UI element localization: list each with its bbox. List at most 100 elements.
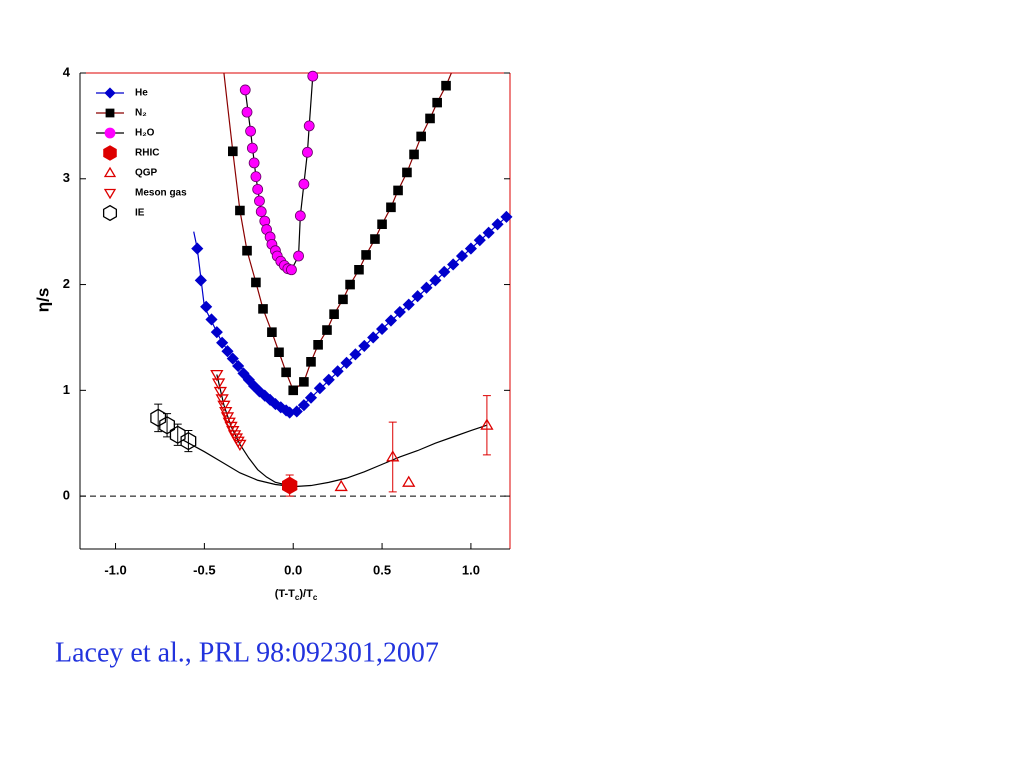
marker (349, 348, 362, 361)
marker (358, 339, 371, 352)
marker (438, 265, 451, 278)
legend-label: H₂O (135, 128, 155, 139)
marker (194, 274, 207, 287)
marker (254, 195, 265, 207)
marker (411, 290, 424, 303)
marker (429, 274, 442, 287)
legend-marker (105, 108, 115, 118)
marker (237, 367, 250, 380)
marker (215, 394, 229, 406)
marker (252, 184, 264, 195)
marker (329, 309, 339, 319)
marker (376, 322, 389, 336)
marker (306, 356, 316, 367)
marker (322, 325, 332, 335)
marker (242, 373, 255, 386)
curve (193, 216, 507, 415)
marker (441, 80, 451, 91)
legend-label: He (135, 88, 148, 99)
marker (274, 401, 287, 414)
marker (213, 386, 228, 399)
marker (250, 171, 262, 182)
x-tick-label: 0.5 (373, 562, 391, 577)
legend-label: N₂ (135, 108, 147, 119)
marker (393, 185, 403, 196)
marker (409, 149, 419, 160)
marker (228, 146, 238, 157)
marker (432, 97, 442, 108)
marker (191, 242, 204, 255)
y-tick-label: 0 (63, 488, 70, 503)
marker (248, 157, 260, 169)
marker (482, 226, 495, 239)
marker (246, 142, 258, 154)
legend-marker (102, 204, 118, 222)
y-tick-label: 4 (63, 64, 71, 79)
marker (303, 120, 315, 132)
marker (281, 476, 298, 495)
marker (500, 210, 513, 223)
marker (294, 210, 306, 222)
error-bar (154, 403, 163, 433)
marker (386, 202, 396, 213)
x-tick-label: -0.5 (193, 562, 215, 577)
marker (221, 345, 234, 358)
marker (402, 475, 416, 487)
x-axis-label: (T-Tc)/Tc (275, 588, 318, 602)
marker (216, 336, 229, 349)
marker (255, 206, 267, 217)
marker (384, 314, 398, 327)
legend-marker (104, 127, 116, 139)
curve (182, 424, 488, 488)
marker (259, 215, 271, 227)
marker (313, 340, 323, 350)
marker (386, 450, 400, 462)
y-tick-label: 3 (63, 170, 70, 185)
marker (473, 234, 486, 247)
y-axis-label: η/s (33, 288, 52, 313)
error-bar (173, 423, 182, 446)
curve (244, 73, 315, 271)
marker (235, 205, 245, 216)
marker (464, 242, 477, 255)
marker (210, 326, 223, 339)
marker (370, 234, 380, 244)
legend-marker (103, 166, 117, 178)
marker (393, 305, 406, 319)
marker (340, 356, 353, 369)
marker (345, 279, 355, 290)
marker (293, 250, 304, 262)
marker (322, 373, 335, 386)
marker (210, 369, 224, 382)
x-tick-label: -1.0 (104, 562, 126, 577)
legend-label: IE (135, 208, 145, 219)
y-tick-label: 1 (63, 382, 70, 397)
marker (420, 281, 433, 294)
marker (253, 385, 266, 398)
legend-label: QGP (135, 168, 158, 179)
marker (299, 377, 309, 387)
curve (216, 374, 290, 487)
marker (480, 418, 494, 430)
marker (425, 113, 435, 124)
marker (245, 125, 256, 137)
marker (233, 439, 247, 452)
marker (455, 249, 469, 263)
marker (217, 400, 231, 412)
marker (239, 84, 251, 96)
marker (258, 304, 268, 314)
marker (338, 294, 348, 305)
marker (267, 327, 277, 337)
marker (211, 378, 226, 390)
marker (226, 352, 239, 365)
marker (304, 391, 318, 404)
marker (313, 382, 326, 395)
marker (307, 70, 319, 82)
marker (298, 178, 310, 190)
x-tick-label: 0.0 (284, 562, 302, 577)
marker (288, 385, 299, 396)
legend-label: RHIC (135, 148, 159, 159)
marker (447, 258, 460, 271)
legend-label: Meson gas (135, 188, 187, 199)
